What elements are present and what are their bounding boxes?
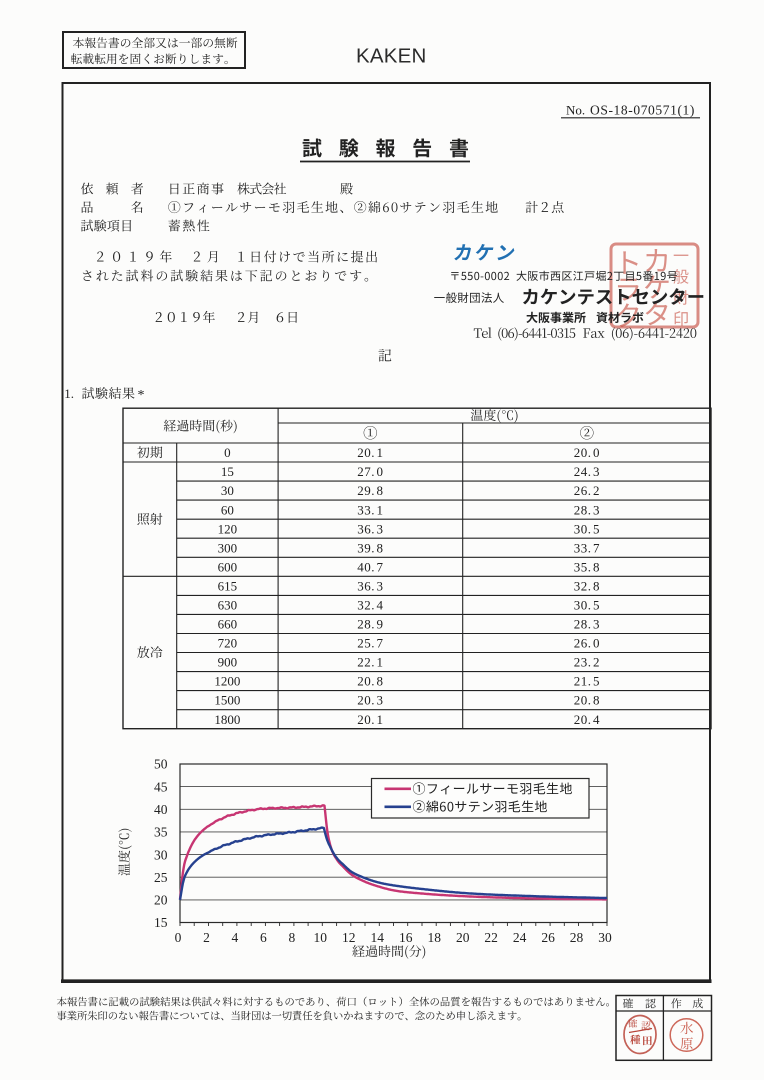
svg-text:600: 600 [218,559,238,574]
svg-text:28. 3: 28. 3 [574,617,600,632]
svg-text:10: 10 [314,930,328,945]
svg-text:30: 30 [598,930,612,945]
svg-text:33. 1: 33. 1 [357,502,383,517]
svg-text:20. 0: 20. 0 [574,445,600,460]
svg-text:24: 24 [513,930,527,945]
svg-text:20. 1: 20. 1 [357,445,383,460]
svg-text:32. 8: 32. 8 [574,579,600,594]
svg-text:50: 50 [154,757,168,772]
svg-text:OS-18-070571(1): OS-18-070571(1) [590,103,695,118]
svg-text:20. 1: 20. 1 [357,712,383,727]
svg-text:27. 0: 27. 0 [357,464,383,479]
svg-text:21. 5: 21. 5 [574,674,600,689]
svg-text:20. 8: 20. 8 [574,693,600,708]
svg-text:30: 30 [154,847,168,862]
svg-text:18: 18 [427,930,441,945]
svg-text:*: * [138,388,145,403]
svg-text:20. 3: 20. 3 [357,693,383,708]
svg-text:0: 0 [224,445,231,460]
svg-text:25. 7: 25. 7 [357,636,383,651]
svg-text:615: 615 [218,579,238,594]
svg-text:1500: 1500 [214,693,240,708]
svg-text:39. 8: 39. 8 [357,540,383,555]
svg-text:1800: 1800 [214,712,240,727]
svg-text:1.: 1. [64,386,74,401]
svg-text:28: 28 [570,930,584,945]
svg-text:25: 25 [154,870,168,885]
svg-text:15: 15 [154,915,168,930]
svg-text:40: 40 [154,802,168,817]
svg-text:20. 8: 20. 8 [357,674,383,689]
svg-text:0: 0 [175,930,182,945]
svg-text:35. 8: 35. 8 [574,559,600,574]
svg-text:28. 9: 28. 9 [357,617,383,632]
svg-text:15: 15 [221,464,234,479]
svg-text:36. 3: 36. 3 [357,579,383,594]
svg-text:720: 720 [218,636,238,651]
svg-text:No.: No. [566,103,585,118]
svg-text:36. 3: 36. 3 [357,521,383,536]
svg-text:16: 16 [399,930,413,945]
svg-text:300: 300 [218,540,238,555]
svg-text:26. 2: 26. 2 [574,483,600,498]
svg-text:35: 35 [154,825,168,840]
svg-text:20: 20 [456,930,470,945]
svg-text:30: 30 [221,483,234,498]
svg-text:22: 22 [484,930,498,945]
svg-text:12: 12 [342,930,356,945]
svg-text:660: 660 [218,617,238,632]
svg-text:26. 0: 26. 0 [574,636,600,651]
svg-text:1200: 1200 [214,674,240,689]
svg-text:60: 60 [221,502,234,517]
svg-text:120: 120 [218,521,238,536]
svg-text:33. 7: 33. 7 [574,540,600,555]
svg-text:30. 5: 30. 5 [574,521,600,536]
svg-text:900: 900 [218,655,238,670]
svg-text:2: 2 [203,930,210,945]
svg-text:24. 3: 24. 3 [574,464,600,479]
svg-text:20: 20 [154,893,168,908]
svg-text:6: 6 [260,930,267,945]
svg-text:30. 5: 30. 5 [574,598,600,613]
svg-text:29. 8: 29. 8 [357,483,383,498]
svg-text:40. 7: 40. 7 [357,559,383,574]
svg-text:32. 4: 32. 4 [357,598,383,613]
svg-text:4: 4 [232,930,239,945]
svg-text:26: 26 [541,930,555,945]
svg-text:28. 3: 28. 3 [574,502,600,517]
svg-text:23. 2: 23. 2 [574,655,600,670]
svg-text:45: 45 [154,779,168,794]
svg-text:630: 630 [218,598,238,613]
svg-text:14: 14 [371,930,385,945]
svg-text:22. 1: 22. 1 [357,655,383,670]
svg-text:KAKEN: KAKEN [356,45,427,68]
svg-text:8: 8 [289,930,296,945]
svg-text:20. 4: 20. 4 [574,712,600,727]
